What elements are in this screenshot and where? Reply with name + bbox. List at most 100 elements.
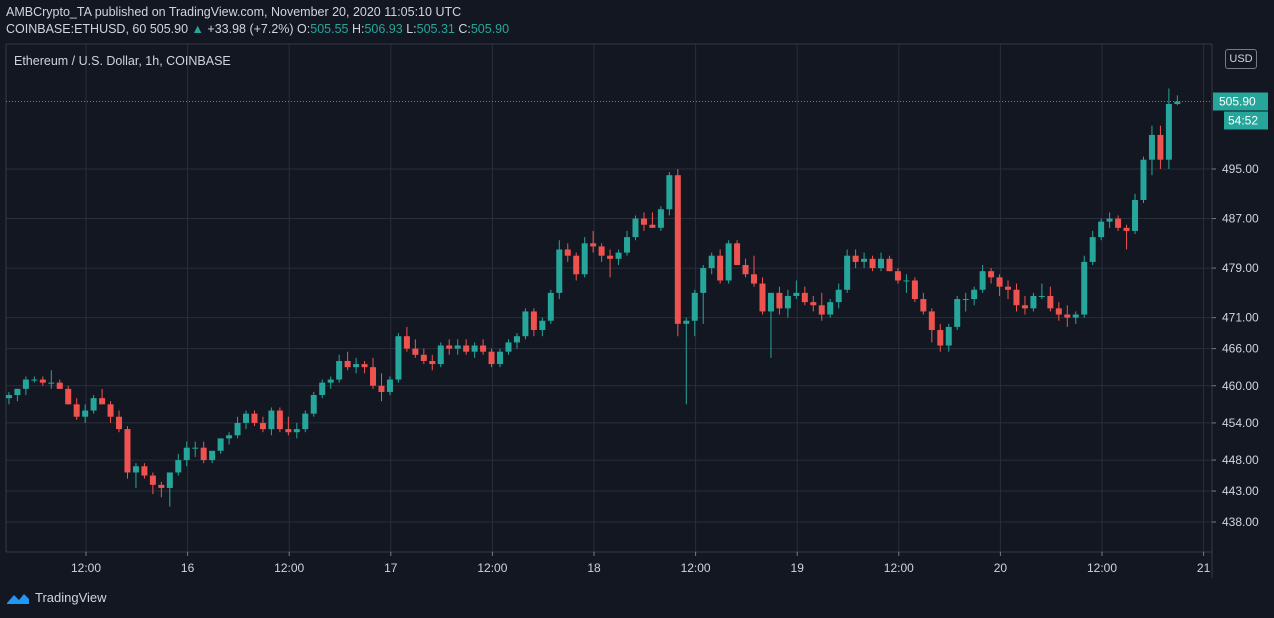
candle-body — [996, 277, 1003, 287]
price-tick-label: 495.00 — [1222, 162, 1259, 176]
candle-body — [149, 475, 156, 485]
candle-body — [598, 246, 605, 256]
candle-body — [581, 243, 588, 275]
author-name[interactable]: AMBCrypto_TA — [6, 5, 92, 19]
candle-body — [657, 209, 664, 228]
candle-body — [530, 311, 537, 331]
candle-body — [14, 388, 21, 396]
time-tick-label: 17 — [384, 561, 398, 575]
candle-body — [276, 410, 283, 430]
candle-body — [344, 360, 351, 368]
candle-body — [1021, 305, 1028, 309]
price-tick-label: 487.00 — [1222, 212, 1259, 226]
candle-body — [683, 320, 690, 324]
candle-body — [1115, 218, 1122, 228]
candle-body — [73, 404, 80, 417]
price-change: +33.98 (+7.2%) — [207, 22, 294, 36]
candle-body — [962, 299, 969, 301]
candle-body — [547, 292, 554, 321]
price-tick-label: 471.00 — [1222, 311, 1259, 325]
candle-body — [971, 289, 978, 300]
candle-body — [725, 243, 732, 281]
price-tick-label: 448.00 — [1222, 453, 1259, 467]
candle-body — [1081, 261, 1088, 315]
time-tick-label: 12:00 — [884, 561, 914, 575]
candle-body — [293, 429, 300, 433]
candle-body — [395, 336, 402, 380]
candle-body — [1064, 314, 1071, 318]
countdown-label: 54:52 — [1228, 113, 1258, 127]
candle-body — [1148, 134, 1155, 160]
candle-body — [624, 237, 631, 253]
candle-body — [1165, 103, 1172, 160]
high-label: H: — [351, 22, 365, 36]
time-tick-label: 19 — [791, 561, 805, 575]
candle-body — [861, 258, 868, 262]
candle-body — [39, 379, 46, 383]
candle-body — [886, 258, 893, 272]
low-label: L: — [406, 22, 417, 36]
candle-body — [420, 354, 427, 361]
currency-button[interactable]: USD — [1225, 49, 1257, 69]
candle-body — [1030, 295, 1037, 309]
candle-body — [708, 255, 715, 269]
candle-body — [1157, 134, 1164, 160]
candle-body — [251, 413, 258, 423]
candle-body — [327, 379, 334, 383]
candle-body — [784, 295, 791, 309]
candle-body — [691, 292, 698, 321]
open-value: 505.55 — [310, 22, 349, 36]
candle-body — [124, 429, 131, 473]
candle-body — [310, 395, 317, 414]
candle-body — [869, 258, 876, 269]
candle-body — [217, 438, 224, 451]
time-tick-label: 12:00 — [477, 561, 507, 575]
candle-body — [513, 336, 520, 343]
chart-axes — [5, 43, 1213, 578]
publish-line: AMBCrypto_TA published on TradingView.co… — [6, 5, 461, 19]
candle-body — [336, 360, 343, 380]
candle-body — [1132, 199, 1139, 231]
candle-body — [649, 224, 656, 228]
grid-lines — [6, 44, 1212, 552]
candle-body — [920, 299, 927, 312]
symbol-label: COINBASE:ETHUSD, 60 — [6, 22, 147, 36]
candle-body — [522, 311, 529, 337]
candle-body — [437, 345, 444, 365]
candle-body — [1140, 159, 1147, 200]
candle-body — [268, 410, 275, 430]
candle-body — [31, 379, 38, 381]
price-axis-labels: 438.00 443.00 448.00 454.00 460.00 466.00 471.… — [1212, 162, 1259, 529]
tradingview-logo[interactable]: TradingView — [6, 590, 107, 605]
candle-body — [166, 472, 173, 488]
candle-body — [107, 404, 114, 417]
candle-body — [937, 330, 944, 346]
candle-body — [674, 175, 681, 324]
candle-body — [573, 255, 580, 275]
time-tick-label: 16 — [181, 561, 195, 575]
candle-body — [403, 336, 410, 349]
candle-body — [1055, 308, 1062, 315]
candle-body — [1123, 227, 1130, 231]
candle-body — [1005, 286, 1012, 290]
time-tick-label: 12:00 — [681, 561, 711, 575]
candle-body — [632, 218, 639, 238]
price-tick-label: 479.00 — [1222, 261, 1259, 275]
candle-body — [666, 175, 673, 210]
candle-body — [852, 255, 859, 262]
candle-body — [776, 292, 783, 309]
time-tick-label: 18 — [587, 561, 601, 575]
candle-body — [243, 413, 250, 423]
time-tick-label: 20 — [994, 561, 1008, 575]
candle-body — [463, 345, 470, 352]
candle-body — [1038, 295, 1045, 297]
candle-body — [285, 429, 292, 433]
last-price-tag — [1213, 92, 1268, 111]
candle-body — [99, 398, 106, 405]
candle-body — [734, 243, 741, 265]
tradingview-logo-icon — [7, 593, 29, 604]
candle-body — [175, 460, 182, 473]
candle-body — [141, 466, 148, 476]
candle-body — [945, 326, 952, 346]
